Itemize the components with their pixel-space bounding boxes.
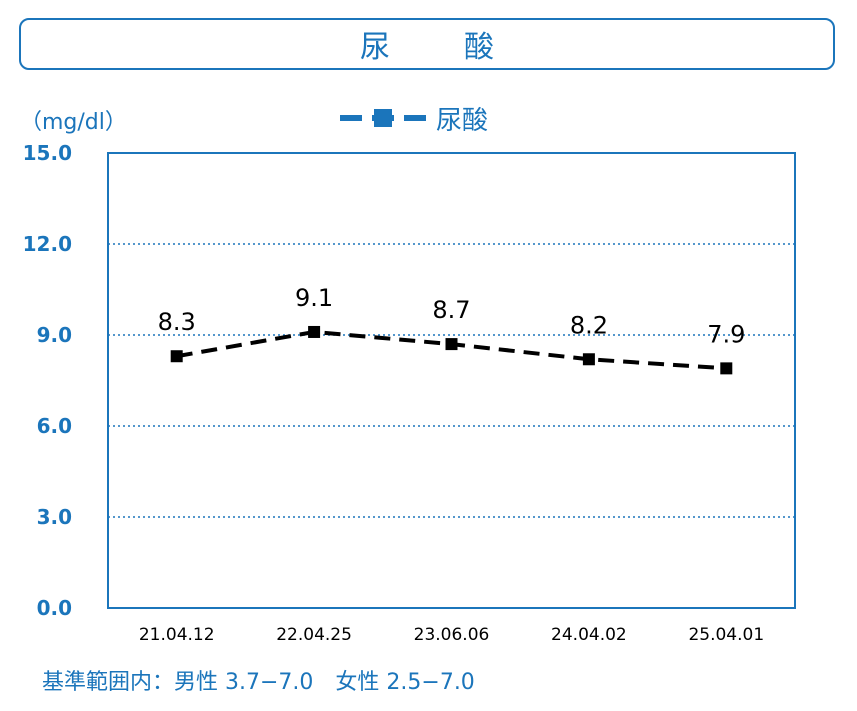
series-urate (170, 325, 733, 375)
y-tick-label: 12.0 (23, 232, 72, 256)
x-tick-label: 21.04.12 (139, 625, 215, 645)
y-tick-label: 15.0 (23, 141, 72, 165)
series-line (176, 329, 727, 371)
x-axis-tick-labels: 21.04.12 22.04.25 23.06.06 24.04.02 25.04.01 (139, 625, 764, 645)
y-axis-tick-labels: 0.0 3.0 6.0 9.0 12.0 15.0 (23, 141, 72, 620)
legend: 尿酸 (340, 100, 488, 136)
grid-lines (108, 243, 795, 518)
y-tick-label: 3.0 (37, 505, 72, 529)
plot-area-frame (107, 152, 796, 609)
legend-label: 尿酸 (436, 105, 489, 136)
chart-title: 尿 酸 (360, 30, 516, 65)
data-label: 8.3 (158, 308, 196, 336)
data-labels: 8.3 9.1 8.7 8.2 7.9 (158, 284, 746, 348)
data-point-marker (445, 338, 458, 351)
legend-swatch-icon (340, 109, 426, 127)
data-label: 8.2 (570, 311, 608, 339)
data-label: 9.1 (295, 284, 333, 312)
x-tick-label: 25.04.01 (688, 625, 764, 645)
data-label: 7.9 (707, 320, 745, 348)
reference-range-note: 基準範囲内：男性 3.7−7.0 女性 2.5−7.0 (42, 670, 475, 695)
data-label: 8.7 (432, 296, 470, 324)
data-point-marker (582, 353, 595, 366)
y-tick-label: 9.0 (37, 323, 72, 347)
data-point-marker (170, 350, 183, 363)
x-tick-label: 22.04.25 (276, 625, 352, 645)
chart-title-box: 尿 酸 (19, 18, 835, 70)
y-tick-label: 0.0 (37, 596, 72, 620)
x-tick-label: 24.04.02 (551, 625, 627, 645)
y-tick-label: 6.0 (37, 414, 72, 438)
data-point-marker (308, 325, 321, 338)
y-axis-unit-label: （mg/dl） (20, 110, 127, 135)
x-tick-label: 23.06.06 (414, 625, 490, 645)
data-point-marker (720, 362, 733, 375)
